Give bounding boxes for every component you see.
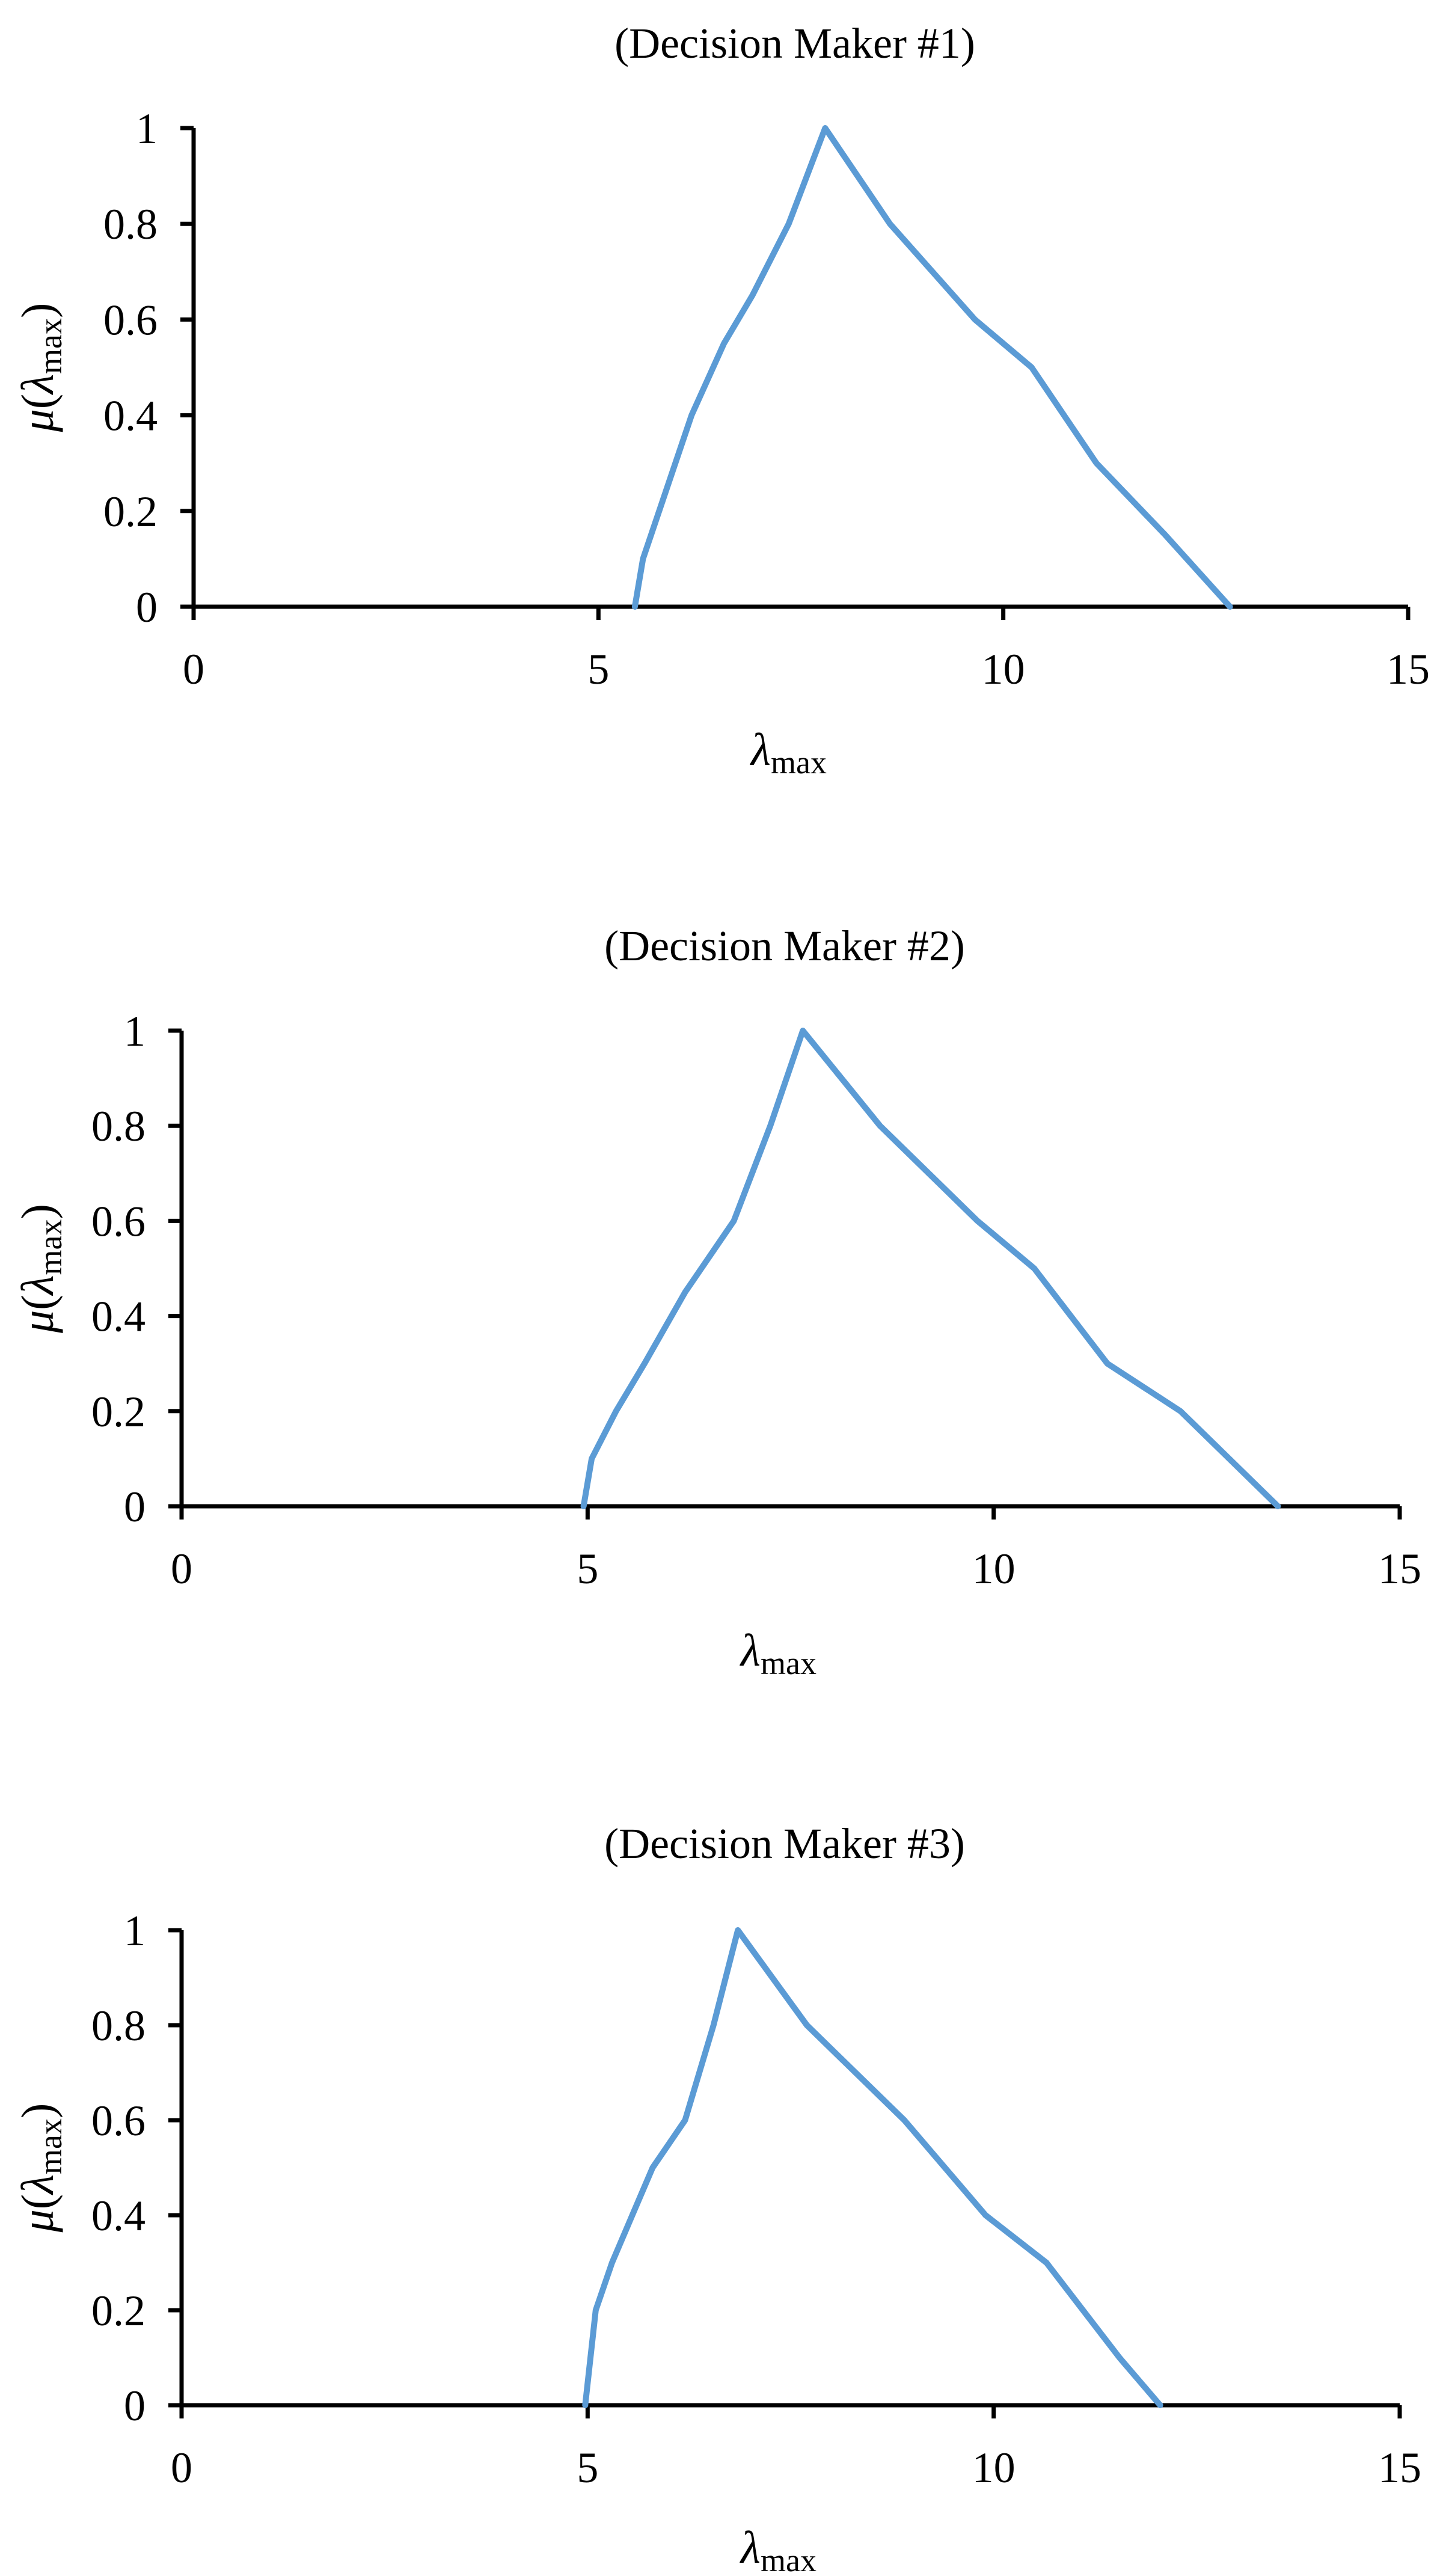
y-tick-label: 1 (124, 1007, 146, 1055)
y-tick-label: 1 (136, 105, 158, 153)
y-tick-label: 0.4 (91, 2192, 146, 2240)
y-tick-label: 0.6 (91, 2097, 146, 2145)
y-tick-label: 0.8 (91, 1102, 146, 1150)
y-tick-label: 0 (124, 1483, 146, 1531)
x-tick-label: 0 (171, 2444, 192, 2492)
x-tick-label: 10 (982, 645, 1025, 693)
y-tick-label: 0.8 (103, 200, 158, 248)
chart-panel-1: (Decision Maker #1) 0 5 10 15 0 0.2 0.4 0.6 0.8 1 λ… (13, 19, 1430, 780)
membership-series-line (580, 1028, 1281, 1509)
x-tick-label: 5 (587, 645, 609, 693)
x-tick-label: 5 (577, 2444, 598, 2492)
y-tick-label: 0.2 (91, 2287, 146, 2335)
chart-title: (Decision Maker #3) (604, 1820, 965, 1868)
membership-series-line (631, 125, 1233, 610)
y-tick-label: 0 (136, 583, 158, 631)
y-tick-label: 0.2 (91, 1388, 146, 1436)
x-axis-label: λmax (740, 2522, 816, 2576)
x-tick-label: 15 (1386, 645, 1430, 693)
x-tick-label: 0 (171, 1545, 192, 1593)
chart-title: (Decision Maker #1) (614, 19, 975, 67)
x-tick-label: 5 (577, 1545, 598, 1593)
x-axis-label: λmax (740, 1625, 816, 1681)
x-tick-label: 10 (972, 2444, 1016, 2492)
y-axis-label: μ(λmax) (13, 303, 69, 433)
y-axis-label: μ(λmax) (13, 1204, 69, 1334)
y-tick-label: 0.2 (103, 488, 158, 536)
y-tick-label: 0.4 (91, 1293, 146, 1341)
membership-series-line (582, 1927, 1163, 2408)
chart-title: (Decision Maker #2) (604, 922, 965, 970)
x-axis-label: λmax (750, 725, 827, 780)
y-tick-label: 0.6 (91, 1197, 146, 1245)
y-tick-label: 0 (124, 2382, 146, 2430)
chart-panel-3: (Decision Maker #3) 0 5 10 15 0 0.2 0.4 0.6 0.8 1 λ… (13, 1820, 1421, 2576)
y-tick-label: 0.8 (91, 2002, 146, 2050)
x-tick-label: 15 (1378, 1545, 1421, 1593)
chart-panel-2: (Decision Maker #2) 0 5 10 15 0 0.2 0.4 0.6 0.8 1 λ… (13, 922, 1421, 1681)
y-tick-label: 0.4 (103, 392, 158, 440)
y-axis-label: μ(λmax) (13, 2103, 69, 2233)
x-tick-label: 15 (1378, 2444, 1421, 2492)
x-tick-label: 0 (183, 645, 204, 693)
y-tick-label: 1 (124, 1907, 146, 1955)
x-tick-label: 10 (972, 1545, 1016, 1593)
y-tick-label: 0.6 (103, 296, 158, 344)
